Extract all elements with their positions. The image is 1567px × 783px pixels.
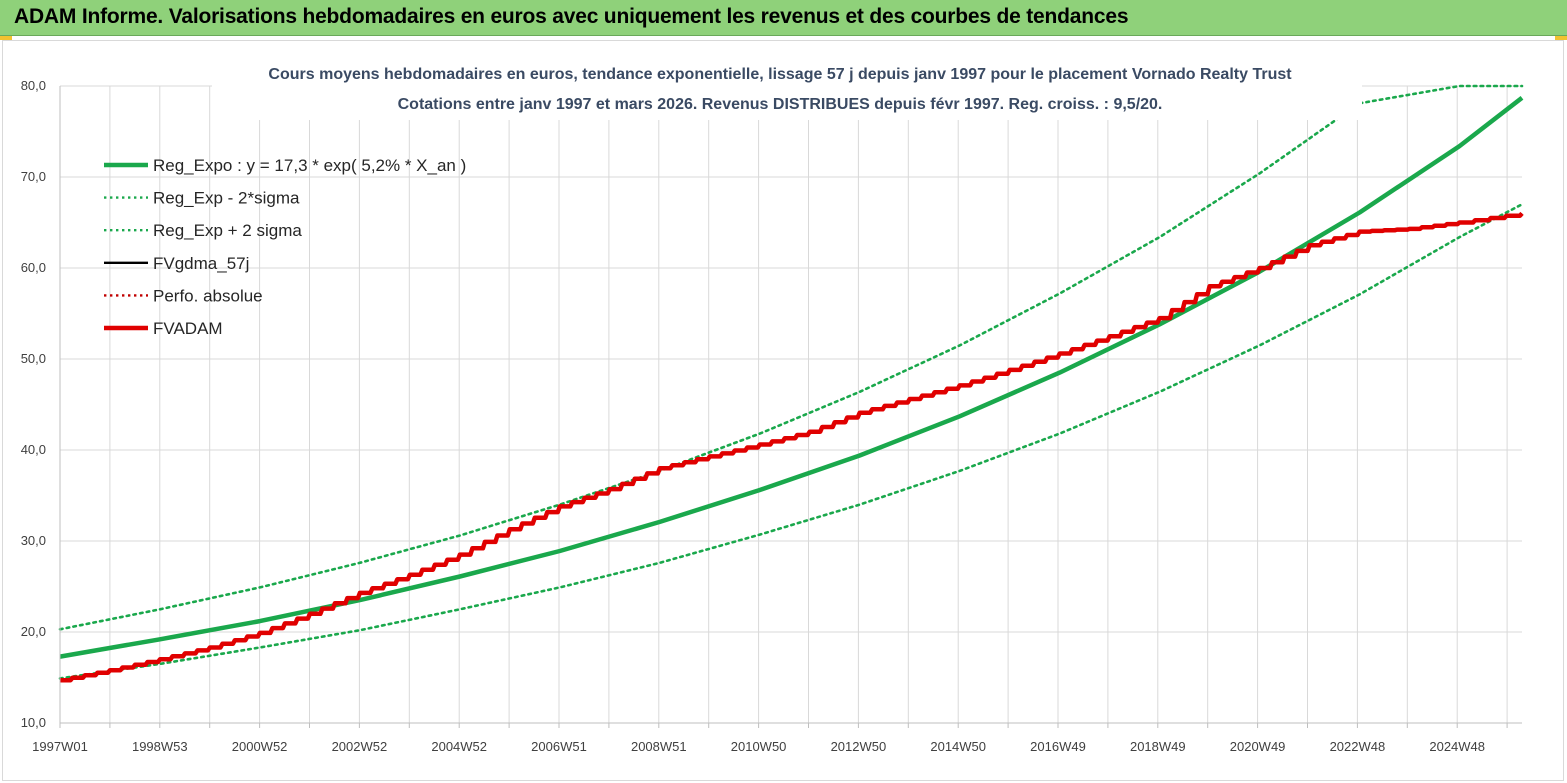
report-banner: ADAM Informe. Valorisations hebdomadaire…: [0, 0, 1567, 36]
x-tick-label: 2018W49: [1130, 739, 1186, 754]
x-tick-label: 2002W52: [332, 739, 388, 754]
banner-corner-accent-right: [1555, 36, 1567, 40]
legend-label-0: Reg_Expo : y = 17,3 * exp( 5,2% * X_an ): [153, 156, 466, 175]
series-layer: [58, 84, 1524, 683]
y-tick-label: 70,0: [21, 169, 46, 184]
legend: Reg_Expo : y = 17,3 * exp( 5,2% * X_an )…: [104, 156, 466, 338]
x-tick-label: 2004W52: [431, 739, 487, 754]
y-tick-label: 10,0: [21, 715, 46, 730]
series-line-5: [60, 211, 1524, 683]
chart-title-line-1: Cours moyens hebdomadaires en euros, ten…: [268, 66, 1292, 83]
x-tick-label: 2020W49: [1230, 739, 1286, 754]
y-tick-label: 50,0: [21, 351, 46, 366]
axes: 10,0 20,0 30,0 40,0 50,0 60,0 70,0 80,0 1997W01 1…: [21, 78, 1522, 754]
series-line-1: [58, 203, 1524, 680]
legend-label-5: FVADAM: [153, 319, 223, 338]
y-tick-label: 20,0: [21, 624, 46, 639]
chart-title-line-2: Cotations entre janv 1997 et mars 2026. …: [398, 96, 1163, 113]
series-line-3: [60, 212, 1523, 681]
series-line-0: [59, 96, 1524, 659]
legend-label-3: FVgdma_57j: [153, 254, 249, 273]
x-tick-label: 2010W50: [731, 739, 787, 754]
y-tick-label: 60,0: [21, 260, 46, 275]
report-title: ADAM Informe. Valorisations hebdomadaire…: [14, 5, 1129, 28]
title-background: [212, 58, 1362, 120]
series-line-2: [58, 84, 1524, 631]
legend-label-1: Reg_Exp - 2*sigma: [153, 189, 300, 208]
legend-label-4: Perfo. absolue: [153, 286, 263, 305]
y-tick-label: 80,0: [21, 78, 46, 93]
x-tick-label: 2000W52: [232, 739, 288, 754]
x-tick-label: 2006W51: [531, 739, 587, 754]
chart-frame: [2, 40, 1564, 781]
x-tick-label: 2016W49: [1030, 739, 1086, 754]
x-tick-label: 2012W50: [831, 739, 887, 754]
x-tick-label: 2022W48: [1330, 739, 1386, 754]
y-tick-label: 30,0: [21, 533, 46, 548]
x-tick-label: 1997W01: [32, 739, 88, 754]
x-tick-label: 2024W48: [1429, 739, 1485, 754]
legend-label-2: Reg_Exp + 2 sigma: [153, 221, 302, 240]
x-tick-label: 2008W51: [631, 739, 687, 754]
y-tick-label: 40,0: [21, 442, 46, 457]
banner-corner-accent-left: [0, 36, 12, 40]
x-tick-label: 2014W50: [930, 739, 986, 754]
x-tick-label: 1998W53: [132, 739, 188, 754]
